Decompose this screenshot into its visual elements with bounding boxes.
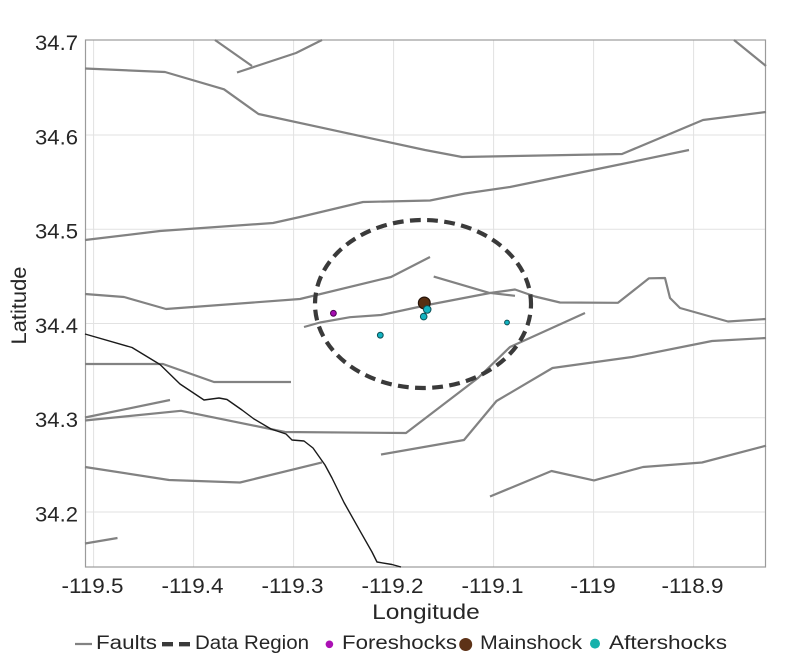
- svg-text:Data Region: Data Region: [195, 633, 309, 654]
- svg-text:-118.9: -118.9: [662, 574, 724, 598]
- svg-text:34.2: 34.2: [35, 502, 78, 526]
- svg-text:Latitude: Latitude: [7, 267, 31, 345]
- svg-text:-119.4: -119.4: [162, 574, 224, 598]
- svg-text:34.5: 34.5: [35, 220, 78, 244]
- svg-text:Aftershocks: Aftershocks: [609, 633, 727, 654]
- svg-text:-119.5: -119.5: [62, 574, 124, 598]
- svg-text:34.3: 34.3: [35, 408, 78, 432]
- svg-text:-119.1: -119.1: [462, 574, 524, 598]
- svg-text:Faults: Faults: [96, 633, 157, 654]
- svg-text:34.6: 34.6: [35, 125, 78, 149]
- svg-text:Foreshocks: Foreshocks: [342, 633, 457, 654]
- svg-text:Mainshock: Mainshock: [480, 633, 583, 654]
- svg-text:34.7: 34.7: [35, 31, 78, 55]
- svg-text:-119.3: -119.3: [262, 574, 324, 598]
- svg-text:Longitude: Longitude: [372, 600, 480, 624]
- svg-text:-119.2: -119.2: [362, 574, 424, 598]
- svg-text:-119: -119: [570, 574, 616, 598]
- svg-text:34.4: 34.4: [35, 314, 78, 338]
